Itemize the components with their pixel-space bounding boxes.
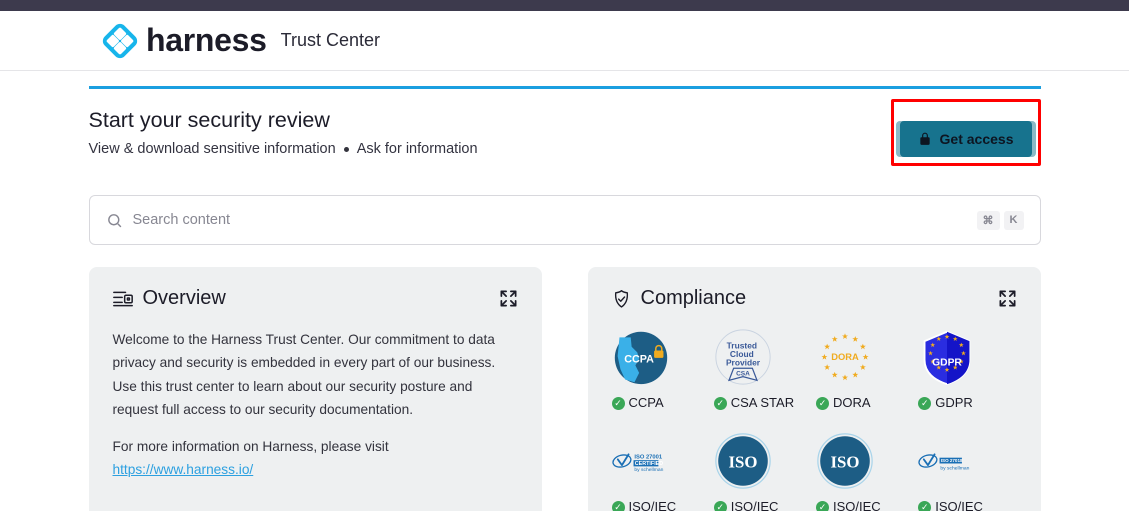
svg-text:ISO 27018: ISO 27018 [941, 458, 963, 463]
svg-text:by schellman: by schellman [634, 467, 663, 473]
svg-text:ISO: ISO [831, 453, 860, 472]
svg-text:by schellman: by schellman [941, 465, 970, 471]
svg-text:GDPR: GDPR [932, 357, 962, 368]
svg-text:CERTIFIED: CERTIFIED [634, 461, 662, 467]
svg-text:Trusted Cloud: Trusted Cloud Provider [726, 341, 761, 368]
svg-text:ISO: ISO [728, 453, 757, 472]
svg-text:CCPA: CCPA [624, 354, 654, 366]
svg-text:DORA: DORA [831, 352, 859, 362]
svg-text:CSA: CSA [736, 371, 750, 378]
svg-text:ISO 27001: ISO 27001 [634, 455, 662, 461]
